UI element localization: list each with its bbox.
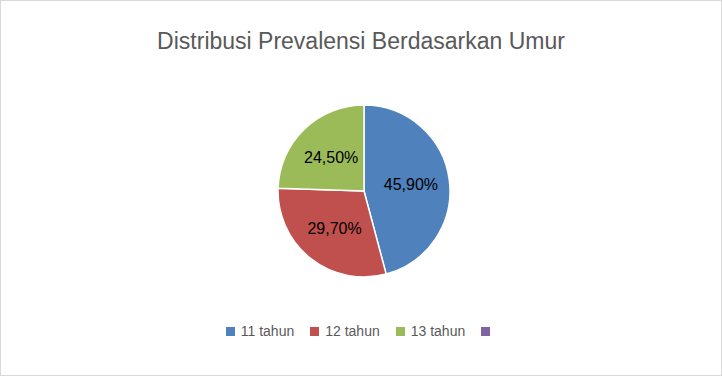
svg-text:45,90%: 45,90% <box>384 176 438 193</box>
html-text:12 tahun: 12 tahun <box>325 323 380 339</box>
html-text:13 tahun: 13 tahun <box>410 323 466 339</box>
svg-text:24,50%: 24,50% <box>304 149 358 166</box>
svg-text:29,70%: 29,70% <box>307 220 361 237</box>
html-text:11 tahun: 11 tahun <box>240 323 295 339</box>
html-text:Distribusi Prevalensi Berdasar: Distribusi Prevalensi Berdasarkan Umur <box>157 28 565 54</box>
